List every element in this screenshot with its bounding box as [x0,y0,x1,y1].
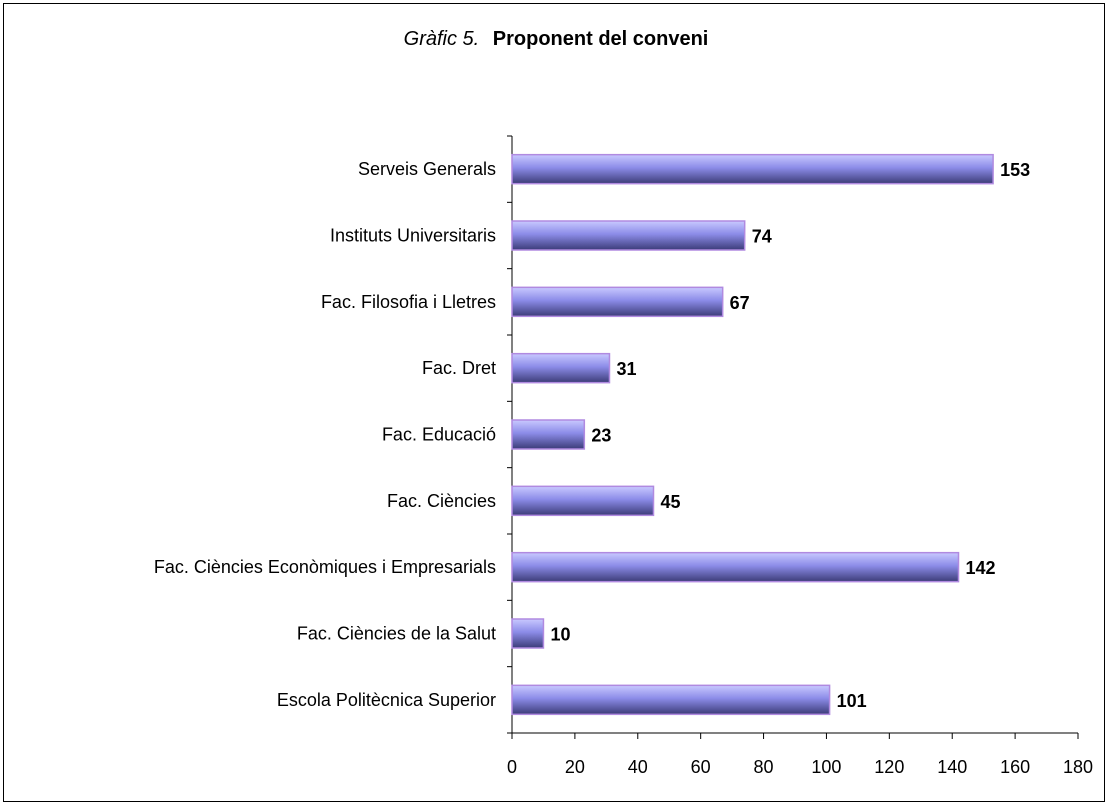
bar [511,684,831,716]
category-label: Escola Politècnica Superior [277,690,496,710]
bar [511,551,960,583]
data-label: 67 [730,293,750,313]
labels: 0 20 40 60 80 100 120 140 160 180 Serveis Generals… [154,159,1093,777]
category-label: Fac. Dret [422,358,496,378]
category-label: Serveis Generals [358,159,496,179]
bar [511,352,611,384]
data-label: 74 [752,227,772,247]
x-tick-label: 80 [754,757,774,777]
chart-frame [3,3,1105,802]
x-tick-label: 0 [507,757,517,777]
data-label: 45 [661,492,681,512]
chart-title-main: Proponent del conveni [492,28,709,50]
x-tick-label: 100 [811,757,841,777]
data-label: 31 [616,359,636,379]
data-label: 10 [550,625,570,645]
bar [511,485,655,517]
x-tick-label: 160 [1000,757,1030,777]
data-label: 153 [1000,160,1030,180]
bar [511,618,545,649]
category-label: Instituts Universitaris [330,226,496,246]
bar [511,286,724,318]
category-label: Fac. Educació [382,425,496,445]
x-tick-label: 40 [628,757,648,777]
x-tick-label: 20 [565,757,585,777]
x-tick-label: 60 [691,757,711,777]
bar [511,153,994,185]
data-label: 142 [966,558,996,578]
x-tick-label: 180 [1063,757,1093,777]
bars [511,153,994,716]
x-tick-label: 120 [874,757,904,777]
bar [511,220,746,251]
chart-title-prefix: Gràfic 5. [403,28,480,50]
bar [511,419,586,450]
category-label: Fac. Ciències Econòmiques i Empresarials [154,557,496,577]
category-label: Fac. Ciències de la Salut [297,624,496,644]
category-label: Fac. Filosofia i Lletres [321,292,496,312]
data-label: 23 [591,426,611,446]
chart-title: Gràfic 5. Proponent del conveni [0,28,1112,51]
data-label: 101 [837,691,867,711]
category-label: Fac. Ciències [387,491,496,511]
x-tick-label: 140 [937,757,967,777]
